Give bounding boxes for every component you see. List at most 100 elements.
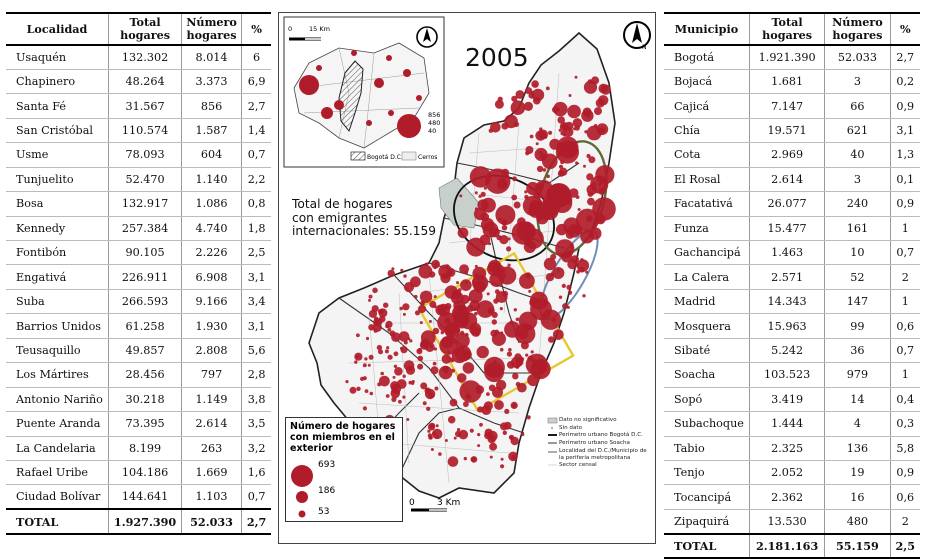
table-cell: 0,7 [240,142,272,168]
household-dot [567,104,581,119]
household-dot [570,255,579,264]
household-dot [455,315,469,329]
table-cell: Usaquén [6,45,109,70]
household-dot [413,294,418,299]
table-cell: Santa Fé [6,93,109,119]
household-dot [398,331,410,342]
table-cell: 0,7 [889,240,920,266]
household-dot [501,122,509,130]
household-dot [364,389,369,393]
household-dot [442,365,449,373]
household-dot [477,199,489,211]
household-dot [489,442,498,451]
table-cell: 104.186 [107,460,182,486]
table-cell: 2 [889,264,920,290]
table-header-row: Municipio Total hogares Número hogares% [664,12,920,46]
total-cell: 2,7 [240,508,272,535]
table-cell: 61.258 [107,313,182,339]
household-dot [586,153,591,159]
svg-text:N: N [642,44,647,51]
inset-household-dot [316,65,322,71]
total-cell: 2.181.163 [748,532,825,559]
inset-household-dot [366,120,372,126]
household-dot [556,223,568,236]
table-cell: 30.218 [107,387,182,413]
household-dot [490,227,500,238]
inset-household-dot [299,75,319,95]
table-row: Soacha 103.523 979 1 [664,362,920,388]
household-dot [535,130,546,141]
household-dot [495,379,507,391]
household-dot [372,287,378,294]
household-dot [434,386,439,391]
inset-household-dot [386,55,392,61]
household-dot [456,281,459,285]
table-cell: 6,9 [240,69,272,95]
household-dot [558,164,564,169]
household-dot [394,367,403,376]
table-cell: 90.105 [107,240,182,266]
inset-legend-value-1: 856 [428,111,440,119]
household-dot [594,107,602,116]
scale-bar: 0 3 Km [409,498,460,512]
table-row: Barrios Unidos 61.258 1.930 3,1 [6,313,272,339]
household-dot [383,302,389,308]
household-dot [444,303,452,310]
table-row: Bosa 132.917 1.086 0,8 [6,191,272,217]
household-dot [494,329,500,335]
household-dot [549,138,561,150]
table-cell: 15.477 [748,216,825,242]
table-cell: 49.857 [107,338,182,364]
household-dot [435,424,439,428]
table-cell: 1.669 [181,460,242,486]
household-dot [504,408,510,414]
household-dot [566,284,572,290]
household-dot [509,434,515,440]
household-dot [476,345,489,359]
household-dot [433,295,437,299]
key-not-significant: Dato no significativo [559,417,617,423]
household-dot [421,301,425,306]
table-row: La Calera 2.571 52 2 [664,264,920,290]
table-cell: 266.593 [107,289,182,315]
household-dot [562,303,569,310]
household-dots [345,75,616,469]
household-dot [466,237,486,257]
table-cell: 48.264 [107,69,182,95]
household-dot [477,444,481,448]
table-cell: 103.523 [748,362,825,388]
household-dot [405,365,416,375]
household-dot [542,197,550,204]
household-dot [512,176,517,182]
table-cell: 52.470 [107,167,182,193]
table-cell: 3,2 [240,436,272,461]
table-cell: 3,4 [240,289,272,315]
inset-household-dot [334,100,344,110]
household-dot [561,251,573,263]
household-dot [511,454,517,461]
table-cell: Tunjuelito [6,167,109,193]
household-dot [368,294,373,299]
table-cell: 14.343 [748,289,825,315]
table-row: Madrid 14.343 147 1 [664,289,920,315]
table-cell: Funza [664,216,750,242]
household-dot [583,164,586,168]
household-dot [530,358,551,380]
household-dot [533,83,537,87]
household-dot [563,133,567,137]
table-cell: 19 [824,460,891,486]
inset-legend-cerros: Cerros [418,154,437,161]
table-row: Cota 2.969 40 1,3 [664,142,920,168]
household-dot [386,346,390,350]
household-dot [438,452,442,456]
table-cell: Ciudad Bolívar [6,484,109,510]
bogota-map: 0 15 Km 856 480 40 Bogotá D.C. Cerros N [283,16,651,512]
table-cell: Bojacá [664,69,750,95]
total-cell: 2,5 [889,532,920,559]
household-dot [444,322,461,339]
table-cell: Facatativá [664,191,750,217]
household-dot [389,330,396,337]
table-cell: Chía [664,118,750,144]
table-cell: Suba [6,289,109,315]
household-dot [585,270,589,274]
